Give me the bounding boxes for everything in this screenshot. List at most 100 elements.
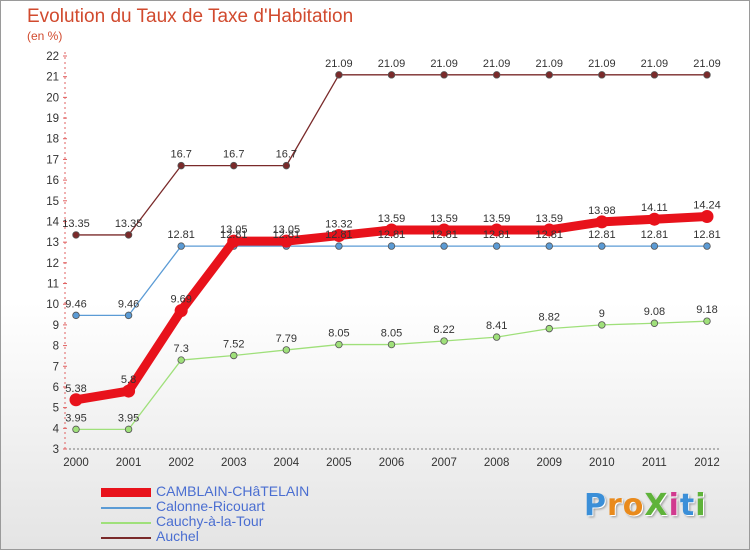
y-tick-label: 3	[53, 444, 59, 456]
data-point-0	[69, 393, 83, 407]
logo-letter: r	[607, 488, 623, 523]
y-tick-label: 10	[46, 299, 59, 311]
data-label-0: 13.59	[483, 213, 511, 225]
legend-label: Calonne-Ricouart	[156, 498, 265, 514]
y-tick-label: 4	[53, 423, 60, 435]
x-tick-label: 2008	[484, 457, 510, 469]
logo-letter: t	[679, 488, 696, 523]
data-point-2	[545, 324, 553, 333]
data-point-3	[492, 71, 501, 79]
data-label-0: 13.05	[273, 224, 301, 236]
legend-swatch	[101, 507, 151, 509]
data-label-2: 3.95	[65, 412, 86, 424]
data-label-0: 5.38	[65, 383, 86, 395]
data-label-3: 21.09	[693, 58, 721, 70]
data-point-0	[542, 223, 556, 237]
y-tick-label: 14	[46, 216, 59, 228]
data-point-3	[440, 71, 448, 79]
series-layer	[69, 71, 714, 434]
chart-subtitle: (en %)	[27, 29, 63, 43]
data-label-2: 8.82	[539, 312, 560, 324]
data-point-2	[703, 317, 711, 325]
y-tick-label: 18	[46, 134, 59, 146]
y-tick-label: 7	[53, 361, 59, 373]
x-tick-label: 2007	[431, 457, 457, 469]
data-label-2: 3.95	[118, 412, 139, 424]
data-label-2: 9	[599, 308, 605, 320]
x-tick-label: 2002	[168, 457, 194, 469]
x-tick-label: 2006	[379, 457, 405, 469]
legend-label: CAMBLAIN-CHâTELAIN	[156, 483, 310, 499]
x-tick-label: 2011	[642, 457, 667, 469]
data-labels-layer: 5.38 5.8 9.69 13.05 13.05 13.32 13.59 13.59 13.5…	[62, 58, 721, 425]
data-point-2	[335, 340, 343, 349]
data-label-0: 5.8	[121, 374, 136, 386]
x-tick-label: 2012	[694, 457, 720, 469]
data-point-0	[332, 229, 346, 243]
data-point-3	[387, 71, 396, 79]
data-label-1: 12.81	[535, 229, 563, 241]
data-label-0: 14.11	[641, 202, 668, 214]
x-tick-label: 2009	[536, 457, 562, 469]
data-label-0: 13.32	[325, 219, 353, 231]
data-label-3: 21.09	[641, 58, 669, 70]
data-label-2: 8.05	[328, 328, 349, 340]
logo-letter: i	[695, 488, 707, 523]
y-tick-label: 12	[46, 258, 59, 270]
x-tick-label: 2000	[63, 457, 89, 469]
data-label-3: 13.35	[115, 218, 143, 230]
data-label-1: 12.81	[325, 229, 353, 241]
data-label-0: 13.05	[220, 224, 248, 236]
data-label-2: 8.22	[433, 324, 454, 336]
data-point-1	[492, 242, 501, 250]
data-label-1: 9.46	[65, 298, 86, 310]
y-tick-label: 22	[46, 51, 59, 63]
data-point-3	[177, 161, 185, 170]
y-tick-label: 15	[46, 196, 59, 208]
data-label-2: 7.3	[174, 343, 189, 355]
data-point-1	[177, 242, 185, 250]
data-label-3: 21.09	[325, 58, 353, 70]
data-point-2	[440, 337, 448, 345]
data-label-0: 13.98	[588, 205, 616, 217]
data-label-0: 14.24	[693, 200, 721, 212]
data-point-2	[72, 425, 80, 434]
legend-label: Cauchy-à-la-Tour	[156, 513, 264, 529]
data-label-1: 12.81	[693, 229, 721, 241]
data-point-2	[650, 319, 659, 327]
legend-swatch	[101, 537, 151, 539]
data-label-2: 8.05	[381, 328, 402, 340]
data-point-2	[177, 356, 185, 364]
data-point-2	[598, 321, 606, 329]
y-tick-label: 11	[47, 279, 59, 291]
y-tick-label: 6	[53, 382, 59, 394]
logo-letter: o	[622, 488, 645, 523]
data-label-2: 7.79	[276, 333, 297, 345]
data-point-0	[437, 223, 451, 237]
data-point-1	[440, 242, 448, 250]
data-label-3: 16.7	[276, 149, 297, 161]
data-label-1: 12.81	[220, 229, 248, 241]
data-point-0	[595, 215, 609, 229]
data-label-1: 12.81	[167, 229, 195, 241]
data-label-0: 13.59	[378, 213, 406, 225]
y-tick-label: 16	[46, 175, 59, 187]
proxiti-logo: ProXiti	[584, 488, 707, 523]
data-label-3: 21.09	[430, 58, 458, 70]
data-point-1	[124, 311, 133, 320]
chart-axes: 3 4 5 6 7 8 9 10 11 12 13 14 15 16 17 18 19 20 21 22 2000 200…	[46, 51, 720, 469]
data-point-1	[387, 242, 396, 250]
y-tick-label: 13	[46, 237, 59, 249]
logo-letter: P	[584, 488, 607, 523]
x-tick-label: 2003	[221, 457, 247, 469]
data-point-0	[647, 212, 661, 226]
data-point-1	[335, 242, 343, 250]
data-point-0	[279, 234, 293, 248]
data-label-2: 9.08	[644, 306, 665, 318]
data-label-2: 9.18	[696, 304, 717, 316]
data-point-1	[650, 242, 659, 250]
data-point-2	[492, 333, 501, 341]
y-tick-label: 21	[46, 72, 59, 84]
